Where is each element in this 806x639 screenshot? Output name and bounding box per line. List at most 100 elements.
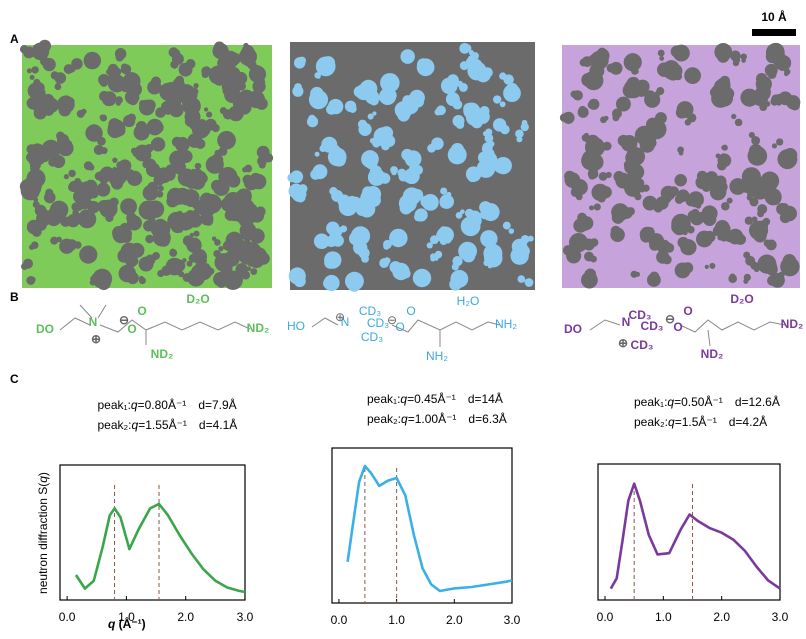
cluster <box>116 101 121 106</box>
cluster <box>618 135 630 147</box>
cluster <box>243 175 253 185</box>
cluster <box>204 107 208 111</box>
atom-label: CD₃ <box>641 319 664 333</box>
cluster <box>489 258 494 263</box>
cluster <box>30 165 38 173</box>
cluster <box>499 72 506 79</box>
cluster <box>186 261 192 267</box>
atom-label: O <box>127 322 136 336</box>
cluster <box>227 174 240 187</box>
cluster <box>308 115 316 123</box>
cluster <box>202 71 209 78</box>
cluster <box>467 171 478 182</box>
cluster <box>784 72 788 76</box>
cluster <box>83 198 92 207</box>
peak-text: Å⁻¹ <box>698 414 716 429</box>
cluster <box>607 64 616 73</box>
cluster <box>193 83 198 88</box>
x-tick-label: 0.0 <box>59 610 76 624</box>
atom-label: O <box>137 304 146 318</box>
cluster <box>117 230 129 242</box>
cluster <box>173 259 185 271</box>
x-tick-label: 1.0 <box>655 610 672 624</box>
cluster <box>221 198 231 208</box>
atom-label: H₂O <box>457 294 480 308</box>
cluster <box>612 114 619 121</box>
cluster <box>101 147 108 154</box>
cluster <box>675 195 684 204</box>
cluster <box>39 40 51 52</box>
cluster <box>372 111 376 115</box>
cluster <box>88 124 100 136</box>
cluster <box>108 201 115 208</box>
x-axis-label: q (Å⁻¹) <box>108 616 146 631</box>
cluster <box>391 170 396 175</box>
x-tick-label: 1.0 <box>388 613 405 627</box>
cluster <box>192 272 204 284</box>
cluster <box>500 125 509 134</box>
atom-label: NH₂ <box>495 317 517 331</box>
cluster <box>503 222 511 230</box>
bond <box>590 320 620 330</box>
cluster <box>157 270 164 277</box>
peak-text: Å⁻¹ <box>437 391 455 406</box>
cluster <box>361 255 369 263</box>
cluster <box>31 66 38 73</box>
cluster <box>400 202 413 215</box>
cluster <box>204 217 213 226</box>
cluster <box>237 245 248 256</box>
atom-label: ND₂ <box>701 347 724 361</box>
cluster <box>348 278 361 291</box>
cluster <box>349 105 357 113</box>
cluster <box>482 161 495 174</box>
atom-label: N <box>89 315 98 329</box>
cluster <box>517 245 530 258</box>
x-tick-label: 0.0 <box>597 610 614 624</box>
cluster <box>456 121 464 129</box>
cluster <box>662 255 671 264</box>
cluster <box>430 256 435 261</box>
cluster <box>580 59 588 67</box>
cluster <box>310 169 320 179</box>
cluster <box>21 263 28 270</box>
cluster <box>686 195 697 206</box>
peak-text: d=4.1Å <box>199 417 237 432</box>
cluster <box>679 151 684 156</box>
cluster <box>789 155 796 162</box>
cluster <box>685 119 691 125</box>
cluster <box>573 181 585 193</box>
cluster <box>678 175 687 184</box>
cluster <box>356 204 368 216</box>
label-text: (Å⁻¹) <box>115 616 145 631</box>
peak-text: = <box>408 412 415 426</box>
cluster <box>560 113 569 122</box>
cluster <box>472 62 485 75</box>
cluster <box>590 238 598 246</box>
atom-label: O <box>673 320 682 334</box>
cluster <box>571 91 578 98</box>
peak-text: Å⁻¹ <box>168 397 186 412</box>
cluster <box>673 220 684 231</box>
cluster <box>85 53 97 65</box>
cluster <box>100 115 105 120</box>
cluster <box>324 257 336 269</box>
cluster <box>45 189 53 197</box>
cluster <box>440 198 450 208</box>
cluster <box>33 197 38 202</box>
cluster <box>384 257 391 264</box>
cluster <box>237 217 243 223</box>
cluster <box>389 261 401 273</box>
cluster <box>730 183 742 195</box>
cluster <box>242 167 247 172</box>
cluster <box>749 132 755 138</box>
cluster <box>212 124 220 132</box>
cluster <box>741 58 746 63</box>
peak-text: Å⁻¹ <box>169 417 187 432</box>
x-tick-label: 2.0 <box>446 613 463 627</box>
cluster <box>20 45 28 53</box>
cluster <box>435 109 442 116</box>
cluster <box>658 50 665 57</box>
cluster <box>287 173 296 182</box>
atom-label: ⊕ <box>618 336 628 350</box>
